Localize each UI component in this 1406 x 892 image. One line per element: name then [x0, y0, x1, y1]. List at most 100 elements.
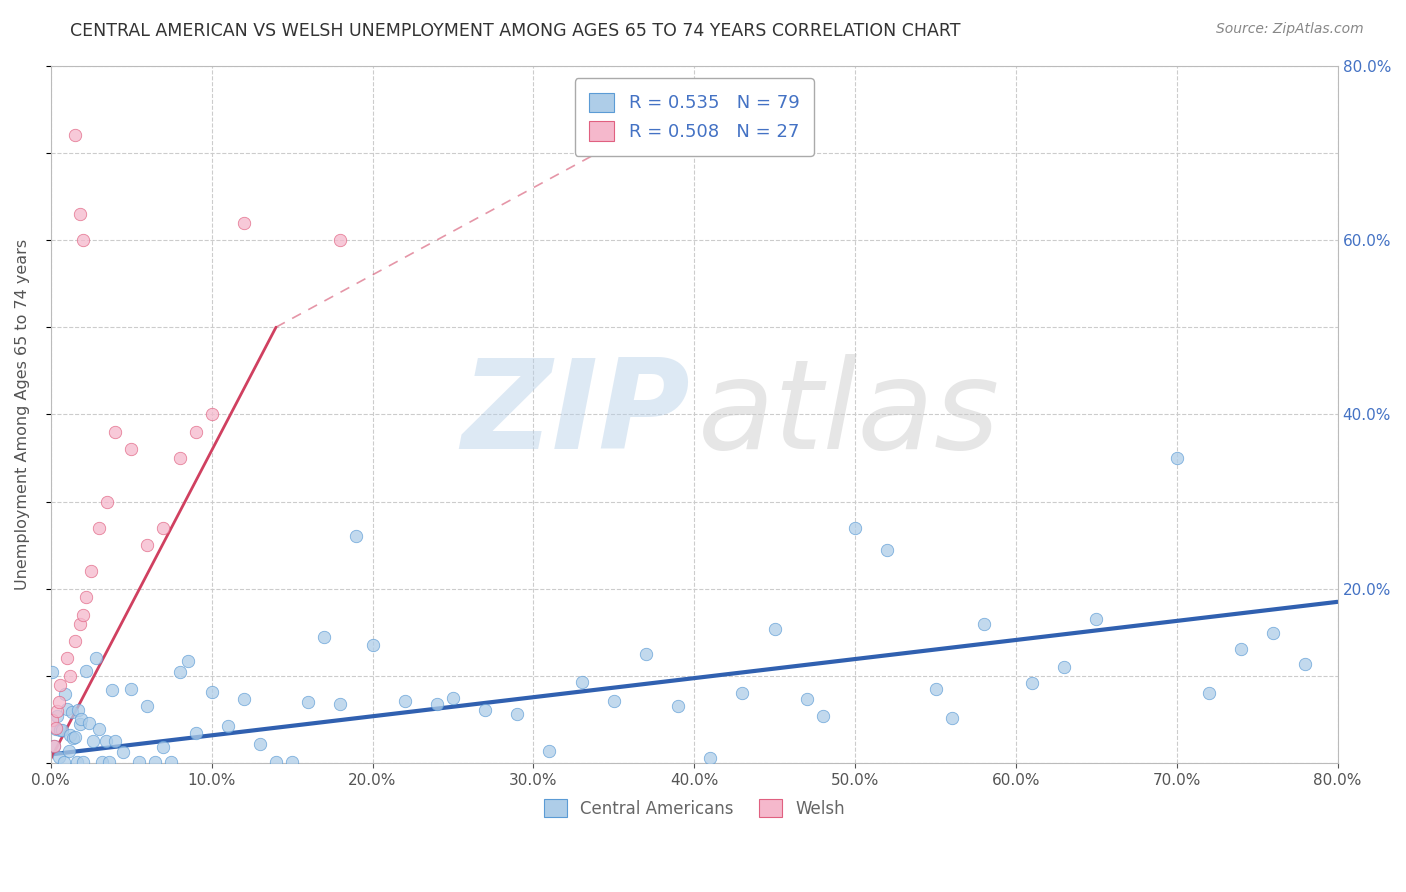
Point	[62, 731, 84, 745]
Point	[201, 685, 224, 699]
Point	[136, 538, 159, 552]
Point	[65, 756, 87, 770]
Point	[811, 709, 834, 723]
Point	[101, 683, 124, 698]
Point	[232, 215, 254, 229]
Point	[120, 442, 142, 457]
Point	[48, 750, 70, 764]
Point	[41, 665, 63, 679]
Text: ZIP: ZIP	[461, 354, 690, 475]
Point	[160, 756, 183, 770]
Point	[70, 712, 93, 726]
Point	[51, 723, 73, 737]
Point	[128, 756, 150, 770]
Point	[72, 233, 94, 247]
Point	[941, 711, 963, 725]
Point	[264, 756, 287, 770]
Point	[69, 717, 91, 731]
Point	[201, 408, 224, 422]
Point	[699, 750, 721, 764]
Point	[42, 739, 65, 753]
Point	[763, 622, 786, 636]
Point	[63, 128, 86, 143]
Point	[152, 739, 174, 754]
Point	[58, 744, 80, 758]
Point	[924, 681, 946, 696]
Point	[1263, 626, 1285, 640]
Point	[41, 713, 63, 727]
Point	[634, 647, 657, 661]
Point	[441, 691, 464, 706]
Point	[87, 521, 110, 535]
Point	[136, 699, 159, 714]
Point	[314, 630, 336, 644]
Point	[75, 664, 97, 678]
Point	[361, 638, 384, 652]
Point	[59, 669, 82, 683]
Text: CENTRAL AMERICAN VS WELSH UNEMPLOYMENT AMONG AGES 65 TO 74 YEARS CORRELATION CHA: CENTRAL AMERICAN VS WELSH UNEMPLOYMENT A…	[70, 22, 960, 40]
Point	[426, 698, 449, 712]
Point	[104, 425, 127, 439]
Point	[96, 494, 118, 508]
Point	[329, 697, 352, 711]
Point	[329, 233, 352, 247]
Point	[731, 686, 754, 700]
Point	[75, 591, 97, 605]
Point	[67, 703, 90, 717]
Point	[87, 722, 110, 736]
Point	[49, 723, 72, 737]
Point	[876, 542, 898, 557]
Point	[63, 731, 86, 745]
Point	[1166, 450, 1188, 465]
Point	[184, 425, 207, 439]
Point	[796, 692, 818, 706]
Point	[46, 704, 69, 718]
Point	[1053, 660, 1076, 674]
Point	[666, 699, 689, 714]
Point	[1021, 675, 1043, 690]
Point	[297, 695, 319, 709]
Point	[69, 207, 91, 221]
Point	[53, 687, 76, 701]
Point	[152, 521, 174, 535]
Point	[112, 745, 135, 759]
Point	[169, 450, 191, 465]
Point	[184, 726, 207, 740]
Point	[844, 521, 866, 535]
Point	[571, 674, 593, 689]
Point	[1294, 657, 1316, 671]
Legend: Central Americans, Welsh: Central Americans, Welsh	[537, 793, 852, 824]
Point	[49, 678, 72, 692]
Point	[1230, 642, 1253, 657]
Point	[91, 756, 114, 770]
Point	[80, 564, 103, 578]
Point	[52, 756, 75, 770]
Point	[1085, 612, 1108, 626]
Point	[249, 737, 271, 751]
Point	[42, 739, 65, 754]
Point	[45, 721, 67, 735]
Point	[46, 709, 69, 723]
Point	[79, 715, 101, 730]
Point	[394, 694, 416, 708]
Point	[56, 651, 79, 665]
Y-axis label: Unemployment Among Ages 65 to 74 years: Unemployment Among Ages 65 to 74 years	[15, 239, 30, 590]
Point	[603, 694, 626, 708]
Point	[973, 616, 995, 631]
Point	[538, 744, 561, 758]
Point	[217, 719, 239, 733]
Point	[232, 692, 254, 706]
Point	[48, 695, 70, 709]
Point	[56, 701, 79, 715]
Point	[60, 705, 83, 719]
Text: Source: ZipAtlas.com: Source: ZipAtlas.com	[1216, 22, 1364, 37]
Point	[72, 607, 94, 622]
Point	[145, 756, 167, 770]
Point	[120, 681, 142, 696]
Point	[72, 756, 94, 770]
Point	[69, 616, 91, 631]
Point	[104, 734, 127, 748]
Point	[346, 529, 368, 543]
Point	[169, 665, 191, 680]
Point	[82, 734, 104, 748]
